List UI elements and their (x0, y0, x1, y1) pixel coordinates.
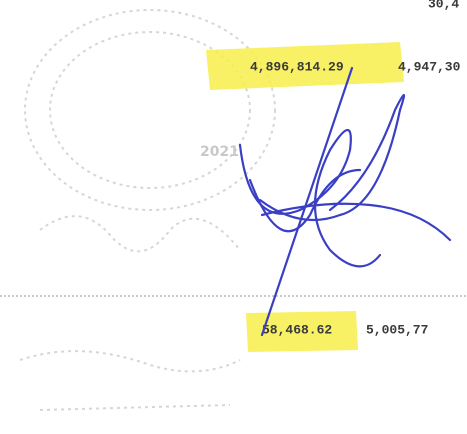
header-fragment: 30,4 (428, 0, 459, 11)
stamp-year: 2021 (200, 144, 239, 160)
amount: 58,468.62 (262, 322, 332, 337)
signature (238, 66, 452, 337)
highlight (206, 42, 404, 90)
amount: 5,005,77 (366, 322, 428, 337)
highlight (246, 311, 358, 352)
amount: 4,947,30 (398, 59, 461, 74)
amount: 4,896,814.29 (250, 59, 344, 74)
stamp (19, 9, 276, 411)
